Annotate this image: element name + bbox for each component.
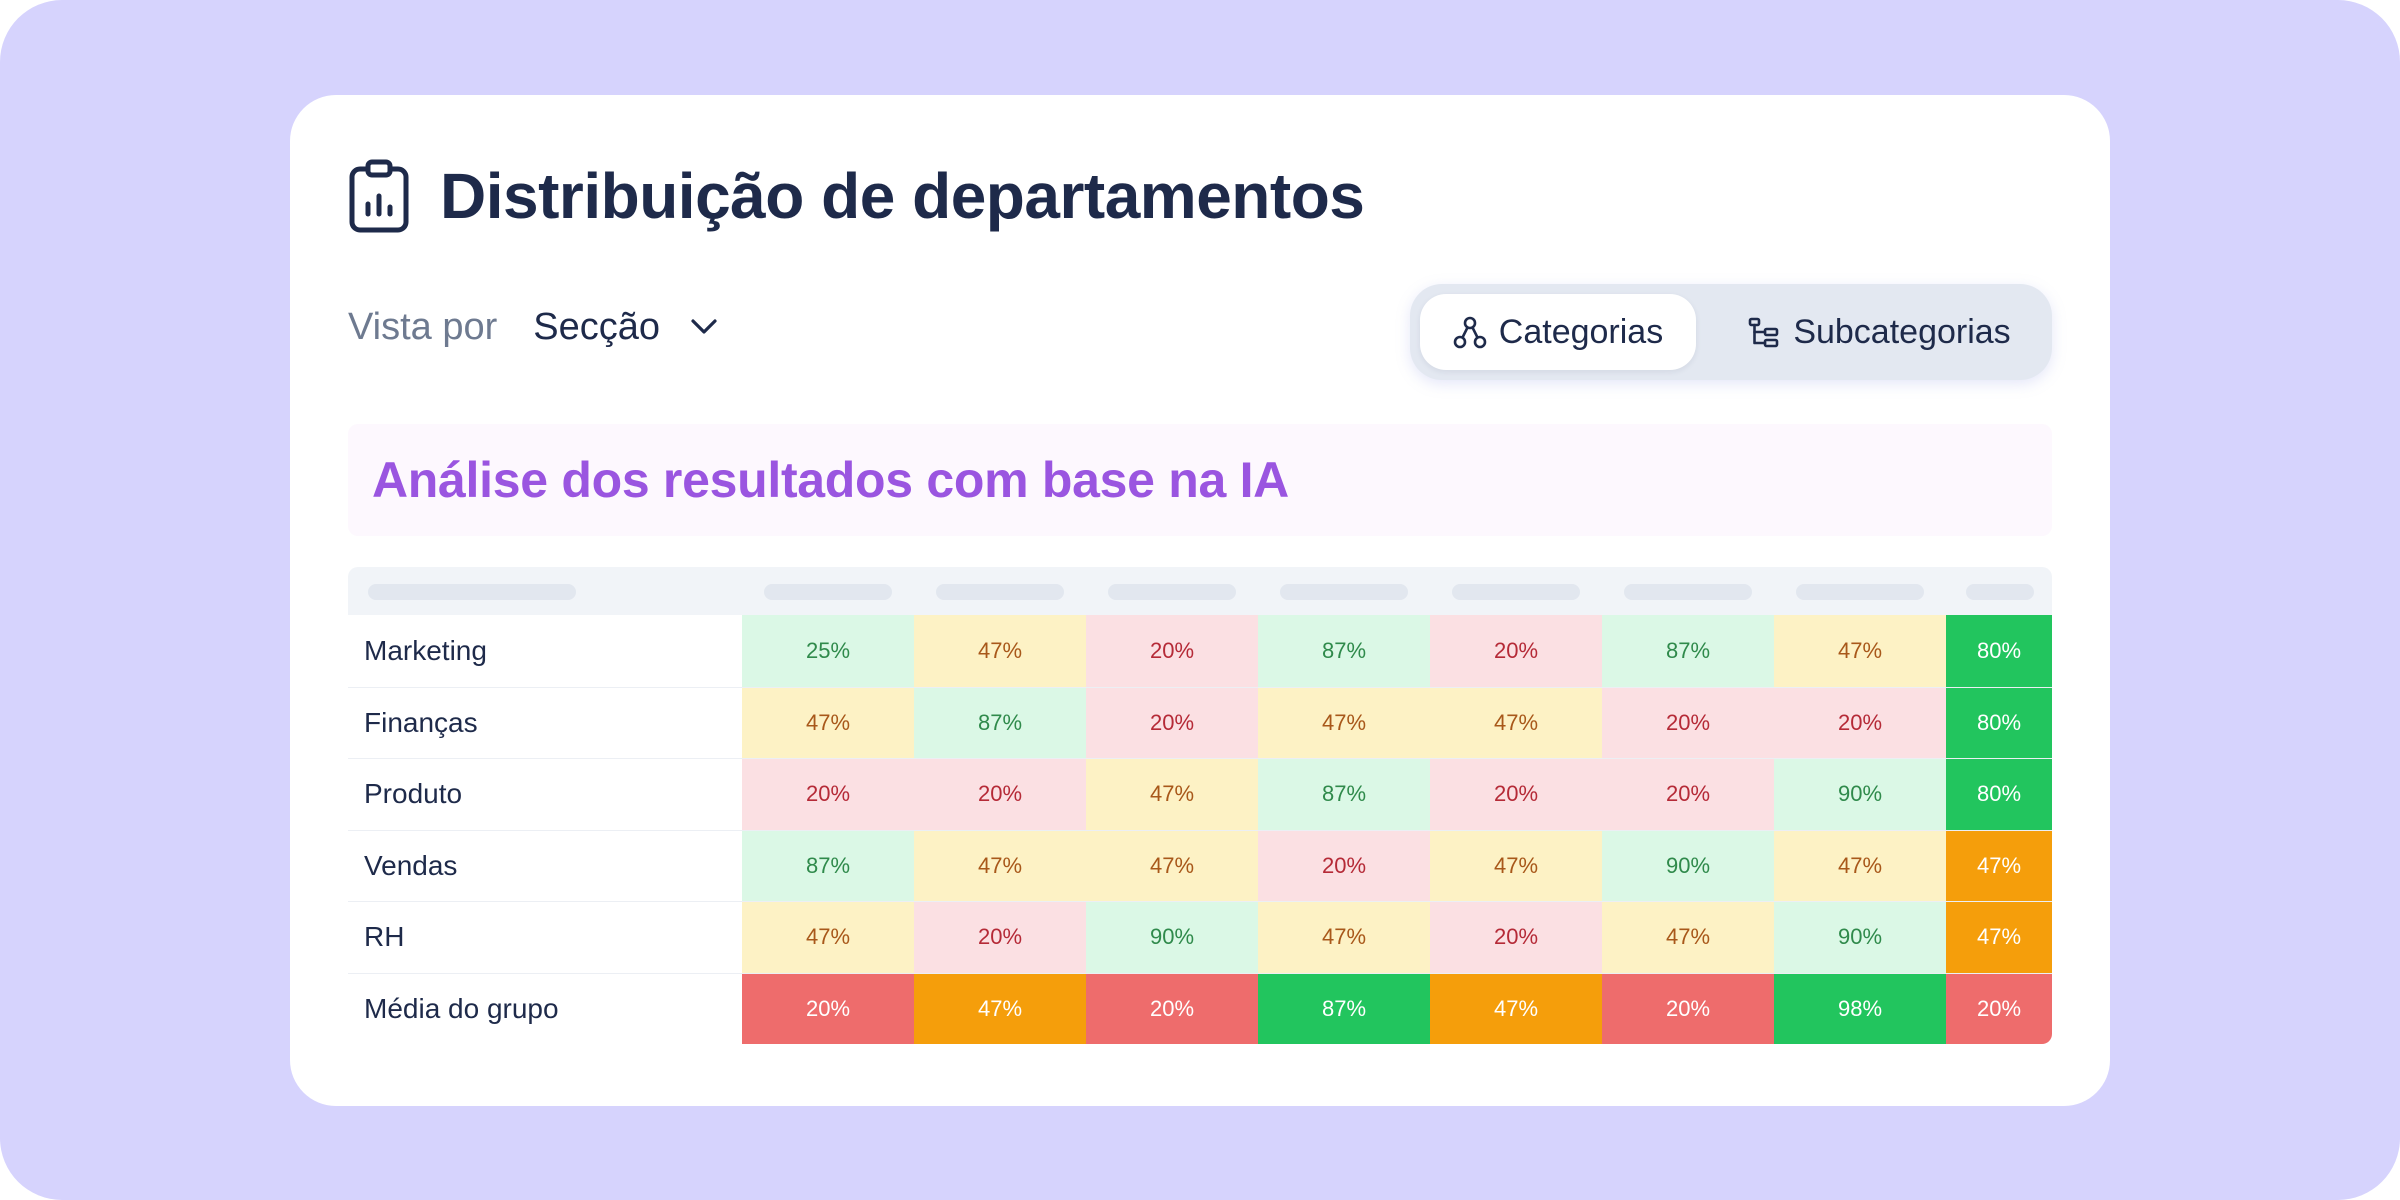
- tree-list-icon: [1749, 317, 1779, 348]
- row-label: Marketing: [348, 615, 742, 687]
- score-cell: 20%: [1602, 759, 1774, 830]
- score-cell: 47%: [1946, 830, 2052, 901]
- table-row: RH 47% 20% 90% 47% 20% 47% 90% 47%: [348, 901, 2052, 973]
- score-cell: 20%: [1086, 687, 1258, 758]
- score-cell: 47%: [1086, 759, 1258, 830]
- clipboard-chart-icon: [349, 159, 409, 233]
- score-cell: 47%: [1258, 902, 1430, 973]
- row-label: RH: [348, 902, 742, 973]
- header-placeholder-bar: [1108, 584, 1236, 600]
- score-cell: 47%: [742, 902, 914, 973]
- score-cell: 87%: [914, 687, 1086, 758]
- table-row: Marketing 25% 47% 20% 87% 20% 87% 47% 80%: [348, 615, 2052, 687]
- row-label: Média do grupo: [348, 973, 742, 1044]
- row-label: Produto: [348, 759, 742, 830]
- header-placeholder-bar: [368, 584, 576, 600]
- tab-categories-label: Categorias: [1498, 312, 1664, 351]
- score-cell: 47%: [1258, 687, 1430, 758]
- header-placeholder-bar: [1624, 584, 1752, 600]
- score-cell: 90%: [1774, 902, 1946, 973]
- hierarchy-icon: [1453, 316, 1487, 349]
- table-body: Marketing 25% 47% 20% 87% 20% 87% 47% 80% Finança…: [348, 615, 2052, 1044]
- score-cell: 20%: [914, 902, 1086, 973]
- row-label: Finanças: [348, 687, 742, 758]
- ai-analysis-banner[interactable]: Análise dos resultados com base na IA: [348, 424, 2052, 536]
- score-cell: 47%: [914, 973, 1086, 1044]
- score-cell: 47%: [1430, 830, 1602, 901]
- score-cell: 90%: [1774, 759, 1946, 830]
- score-cell: 20%: [1774, 687, 1946, 758]
- header-placeholder-bar: [764, 584, 892, 600]
- score-cell: 47%: [914, 615, 1086, 687]
- score-cell: 87%: [742, 830, 914, 901]
- header-placeholder-bar: [1966, 584, 2034, 600]
- view-by-control: Vista por Secção: [348, 301, 718, 353]
- score-cell: 87%: [1602, 615, 1774, 687]
- score-cell: 47%: [1774, 615, 1946, 687]
- score-cell: 47%: [1430, 687, 1602, 758]
- score-cell: 20%: [1602, 687, 1774, 758]
- score-cell: 80%: [1946, 687, 2052, 758]
- score-cell: 47%: [742, 687, 914, 758]
- card-header: Distribuição de departamentos: [348, 158, 1365, 234]
- page-title: Distribuição de departamentos: [440, 160, 1365, 232]
- score-cell: 20%: [742, 759, 914, 830]
- score-cell: 25%: [742, 615, 914, 687]
- score-cell: 87%: [1258, 973, 1430, 1044]
- score-cell: 47%: [1430, 973, 1602, 1044]
- score-cell: 87%: [1258, 759, 1430, 830]
- score-cell: 20%: [1430, 902, 1602, 973]
- score-cell: 80%: [1946, 759, 2052, 830]
- score-cell: 47%: [1086, 830, 1258, 901]
- header-placeholder-bar: [1452, 584, 1580, 600]
- tab-subcategories[interactable]: Subcategorias: [1720, 294, 2038, 370]
- table-row: Finanças 47% 87% 20% 47% 47% 20% 20% 80%: [348, 686, 2052, 758]
- row-label: Vendas: [348, 830, 742, 901]
- score-cell: 47%: [914, 830, 1086, 901]
- table-row: Vendas 87% 47% 47% 20% 47% 90% 47% 47%: [348, 829, 2052, 901]
- view-by-value: Secção: [533, 305, 661, 348]
- results-table: Marketing 25% 47% 20% 87% 20% 87% 47% 80% Finança…: [348, 567, 2052, 1044]
- score-cell: 90%: [1086, 902, 1258, 973]
- chevron-down-icon: [691, 319, 717, 334]
- tab-subcategories-label: Subcategorias: [1793, 312, 2011, 351]
- view-by-label: Vista por: [348, 305, 498, 348]
- score-cell: 47%: [1946, 902, 2052, 973]
- view-by-dropdown[interactable]: Secção: [533, 306, 718, 349]
- score-cell: 90%: [1602, 830, 1774, 901]
- score-cell: 20%: [1946, 973, 2052, 1044]
- table-row: Produto 20% 20% 47% 87% 20% 20% 90% 80%: [348, 758, 2052, 830]
- score-cell: 47%: [1774, 830, 1946, 901]
- score-cell: 47%: [1602, 902, 1774, 973]
- table-row: Média do grupo 20% 47% 20% 87% 47% 20% 98% 20%: [348, 972, 2052, 1044]
- tab-categories[interactable]: Categorias: [1420, 294, 1696, 370]
- header-placeholder-bar: [1280, 584, 1408, 600]
- score-cell: 20%: [1430, 615, 1602, 687]
- score-cell: 20%: [914, 759, 1086, 830]
- header-placeholder-bar: [936, 584, 1064, 600]
- score-cell: 87%: [1258, 615, 1430, 687]
- view-toggle: Categorias Subcategorias: [1410, 284, 2052, 380]
- ai-analysis-text: Análise dos resultados com base na IA: [372, 452, 1289, 508]
- score-cell: 98%: [1774, 973, 1946, 1044]
- score-cell: 80%: [1946, 615, 2052, 687]
- score-cell: 20%: [1602, 973, 1774, 1044]
- score-cell: 20%: [1086, 973, 1258, 1044]
- department-distribution-card: Distribuição de departamentos Vista por …: [290, 95, 2110, 1106]
- header-placeholder-bar: [1796, 584, 1924, 600]
- score-cell: 20%: [1086, 615, 1258, 687]
- table-header-placeholder: [348, 567, 2052, 615]
- score-cell: 20%: [742, 973, 914, 1044]
- score-cell: 20%: [1258, 830, 1430, 901]
- score-cell: 20%: [1430, 759, 1602, 830]
